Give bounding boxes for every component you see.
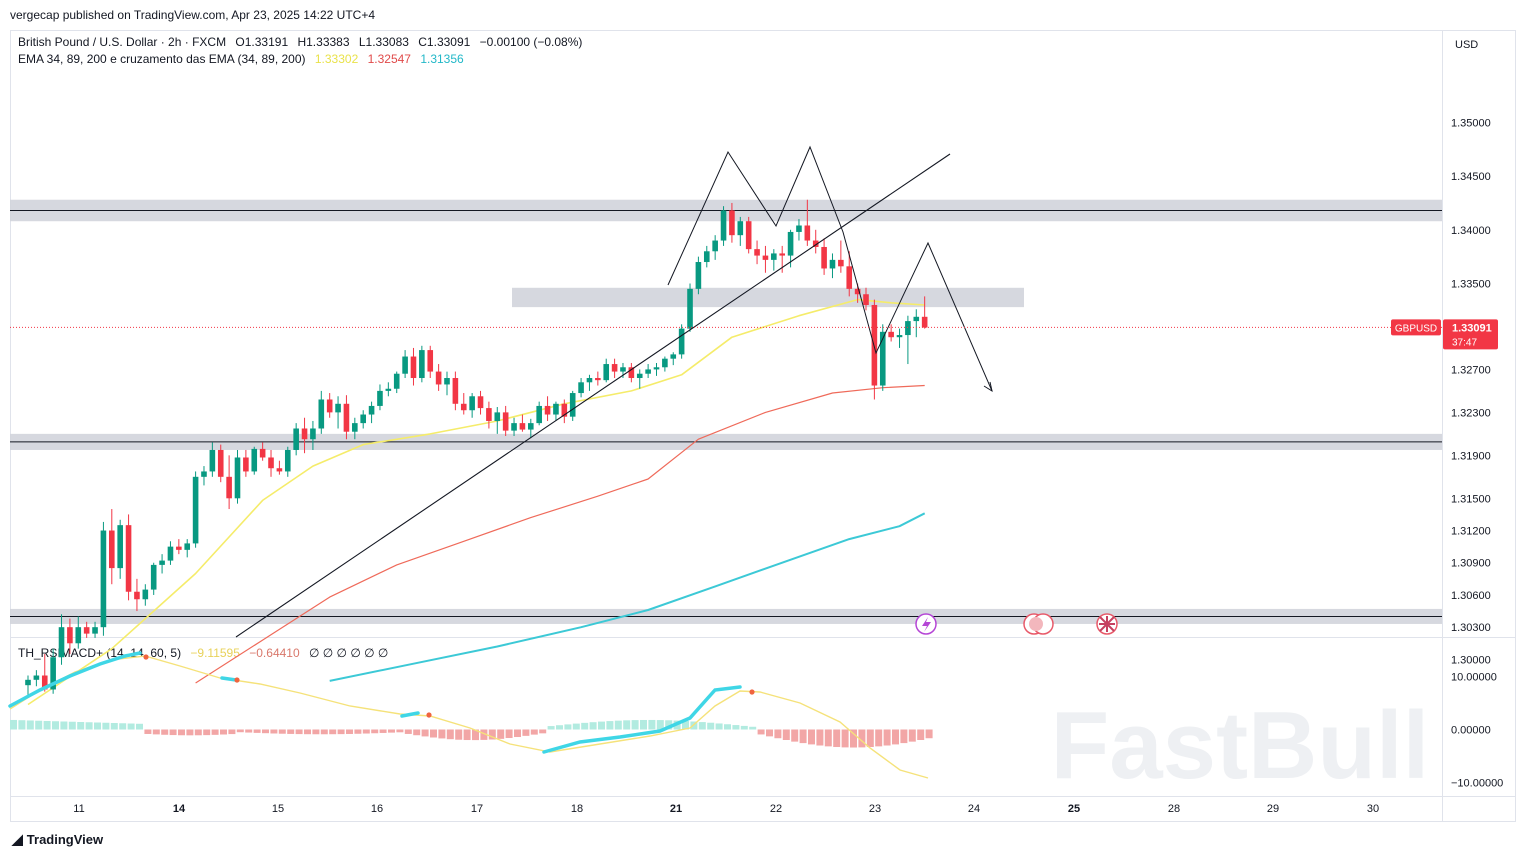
ema34-value: 1.33302 — [314, 52, 359, 66]
ema-legend: EMA 34, 89, 200 e cruzamento das EMA (34… — [18, 52, 464, 66]
low-value: L1.33083 — [358, 35, 409, 49]
oscillator-legend: TH_RSIMACD+ (14, 14, 60, 5) −9.11595 −0.… — [18, 646, 388, 660]
oscillator-value-2: −0.64410 — [249, 646, 300, 660]
oscillator-value-1: −9.11595 — [190, 646, 240, 660]
symbol-legend: British Pound / U.S. Dollar · 2h · FXCM … — [18, 35, 582, 49]
oscillator-empty-values: ∅ ∅ ∅ ∅ ∅ ∅ — [308, 646, 389, 660]
high-value: H1.33383 — [297, 35, 350, 49]
brand-label: TradingView — [26, 832, 104, 847]
symbol-name[interactable]: British Pound / U.S. Dollar · 2h · FXCM — [18, 35, 227, 49]
ema-label[interactable]: EMA 34, 89, 200 e cruzamento das EMA (34… — [18, 52, 306, 66]
tradingview-brand[interactable]: ◢ TradingView — [12, 831, 103, 848]
ema200-value: 1.31356 — [420, 52, 464, 66]
open-value: O1.33191 — [235, 35, 289, 49]
publisher-line: vergecap published on TradingView.com, A… — [10, 8, 376, 22]
tradingview-logo-icon: ◢ — [12, 831, 23, 847]
currency-selector[interactable]: USD — [1455, 39, 1479, 51]
ema89-value: 1.32547 — [367, 52, 411, 66]
change-value: −0.00100 (−0.08%) — [479, 35, 583, 49]
oscillator-label[interactable]: TH_RSIMACD+ (14, 14, 60, 5) — [18, 646, 182, 660]
close-value: C1.33091 — [418, 35, 471, 49]
chart-frame — [10, 30, 1516, 822]
